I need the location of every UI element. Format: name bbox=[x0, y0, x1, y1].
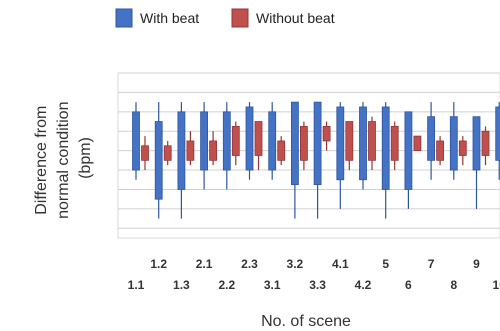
box-with-beat bbox=[268, 102, 277, 180]
x-tick-label: 7 bbox=[428, 257, 435, 271]
x-tick-label: 6 bbox=[405, 278, 412, 292]
box-body bbox=[472, 116, 481, 171]
box-body bbox=[254, 121, 263, 156]
y-axis-title: Difference from normal condition (bpm) bbox=[33, 97, 94, 219]
box-with-beat bbox=[472, 116, 481, 209]
box-without-beat bbox=[209, 131, 218, 166]
box-body bbox=[177, 111, 186, 190]
box-without-beat bbox=[458, 136, 467, 166]
box-without-beat bbox=[163, 140, 172, 166]
box-without-beat bbox=[436, 136, 445, 166]
box-with-beat bbox=[245, 102, 254, 180]
legend: With beat Without beat bbox=[115, 8, 335, 28]
legend-label-with-beat: With beat bbox=[140, 10, 199, 26]
box-with-beat bbox=[313, 101, 322, 219]
box-body bbox=[427, 116, 436, 161]
box-body bbox=[245, 106, 254, 171]
box-body bbox=[186, 140, 195, 161]
x-tick-label: 2.2 bbox=[218, 278, 235, 292]
box-body bbox=[404, 111, 413, 190]
legend-label-without-beat: Without beat bbox=[256, 10, 335, 26]
x-tick-label: 1.2 bbox=[150, 257, 167, 271]
x-tick-label: 8 bbox=[450, 278, 457, 292]
box-body bbox=[222, 111, 231, 171]
box-with-beat bbox=[495, 102, 500, 180]
x-tick-label: 3.2 bbox=[287, 257, 304, 271]
x-tick-label: 10 bbox=[493, 278, 500, 292]
box-body bbox=[359, 106, 367, 181]
box-body bbox=[458, 140, 467, 156]
box-without-beat bbox=[390, 121, 399, 171]
box-body bbox=[299, 125, 308, 161]
box-without-beat bbox=[277, 136, 286, 166]
box-without-beat bbox=[231, 121, 240, 166]
box-body bbox=[163, 145, 172, 161]
x-tick-label: 4.1 bbox=[332, 257, 349, 271]
box-body bbox=[290, 101, 299, 186]
x-tick-label: 2.1 bbox=[196, 257, 213, 271]
box-body bbox=[277, 140, 286, 161]
box-body bbox=[336, 106, 345, 181]
box-body bbox=[345, 121, 354, 161]
legend-swatch-without-beat bbox=[231, 8, 249, 28]
x-tick-label: 3.1 bbox=[264, 278, 281, 292]
box-with-beat bbox=[132, 102, 140, 180]
box-body bbox=[481, 130, 490, 156]
x-tick-label: 1.3 bbox=[173, 278, 190, 292]
box-without-beat bbox=[299, 121, 308, 171]
box-with-beat bbox=[154, 102, 163, 219]
box-body bbox=[436, 140, 445, 161]
box-without-beat bbox=[481, 126, 490, 166]
box-body bbox=[132, 111, 140, 171]
box-body bbox=[413, 135, 422, 152]
box-with-beat bbox=[427, 102, 436, 180]
box-body bbox=[231, 125, 240, 156]
box-with-beat bbox=[381, 102, 390, 219]
y-axis-title-line-1: Difference from bbox=[33, 106, 50, 215]
box-with-beat bbox=[222, 102, 231, 190]
x-tick-labels: 1.1 1.2 1.3 2.1 2.2 2.3 3.1 3.2 3.3 4.1 4.2 5 6 7 8 9 10 bbox=[128, 257, 500, 292]
box-body bbox=[449, 116, 458, 171]
box-body bbox=[268, 111, 277, 171]
box-body bbox=[495, 106, 500, 161]
y-axis-title-line-2: normal condition bbox=[55, 102, 72, 219]
box-without-beat bbox=[141, 136, 149, 171]
box-body bbox=[200, 111, 209, 171]
y-axis-title-line-3: (bpm) bbox=[77, 137, 94, 179]
box-with-beat bbox=[177, 102, 186, 219]
x-tick-label: 3.3 bbox=[309, 278, 326, 292]
x-tick-label: 4.2 bbox=[355, 278, 372, 292]
box-without-beat bbox=[345, 121, 354, 171]
box-series bbox=[132, 101, 500, 219]
legend-swatch-with-beat bbox=[115, 8, 133, 28]
box-without-beat bbox=[413, 135, 422, 152]
box-body bbox=[322, 125, 331, 142]
box-body bbox=[368, 121, 376, 161]
box-with-beat bbox=[359, 102, 367, 190]
x-tick-label: 2.3 bbox=[241, 257, 258, 271]
x-axis-title: No. of scene bbox=[261, 313, 351, 330]
x-tick-label: 5 bbox=[382, 257, 389, 271]
box-body bbox=[381, 106, 390, 190]
box-without-beat bbox=[254, 121, 263, 171]
box-with-beat bbox=[404, 111, 413, 209]
box-without-beat bbox=[322, 121, 331, 151]
box-body bbox=[154, 121, 163, 200]
box-body bbox=[390, 125, 399, 161]
box-with-beat bbox=[200, 102, 209, 190]
box-body bbox=[209, 140, 218, 161]
box-without-beat bbox=[186, 131, 195, 166]
box-with-beat bbox=[290, 101, 299, 219]
box-body bbox=[141, 145, 149, 161]
x-tick-label: 1.1 bbox=[128, 278, 145, 292]
box-with-beat bbox=[449, 102, 458, 180]
box-without-beat bbox=[368, 116, 376, 171]
x-tick-label: 9 bbox=[473, 257, 480, 271]
box-body bbox=[313, 101, 322, 186]
box-with-beat bbox=[336, 102, 345, 209]
